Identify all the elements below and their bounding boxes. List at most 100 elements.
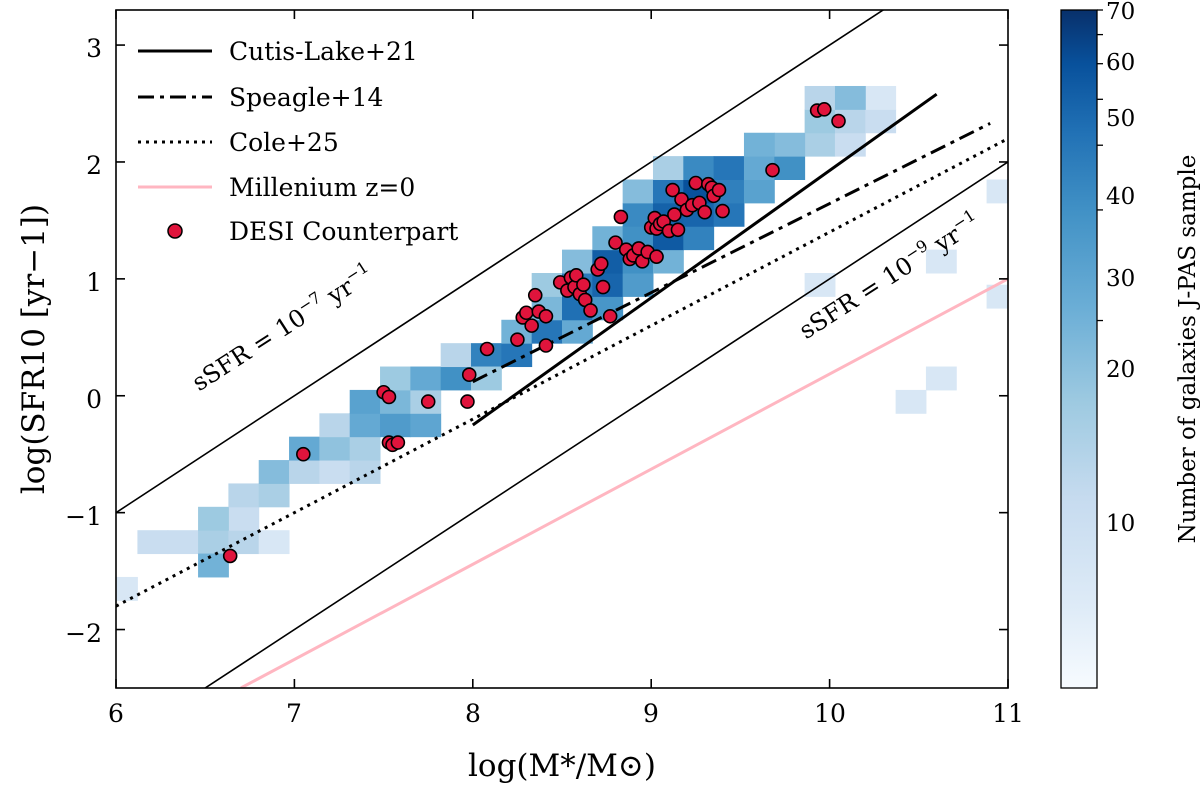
histogram-cell (683, 156, 715, 180)
histogram-cell (471, 366, 502, 391)
data-point (697, 204, 713, 220)
data-point (538, 338, 554, 353)
y-tick-label: 2 (86, 151, 102, 180)
histogram-cell (349, 460, 381, 484)
histogram-cell (349, 436, 381, 461)
data-point (510, 332, 525, 347)
x-tick-label: 7 (286, 699, 302, 728)
histogram-cell (683, 226, 715, 251)
histogram-cell (440, 343, 472, 368)
histogram-cell (622, 202, 654, 227)
histogram-cell (531, 319, 563, 344)
histogram-cell (258, 483, 290, 508)
x-tick-label: 6 (108, 699, 124, 728)
data-point (381, 389, 397, 405)
x-axis-label: log(M*/M⊙) (468, 748, 656, 784)
colorbar-tick-label: 20 (1106, 357, 1135, 383)
legend-label: Speagle+14 (229, 83, 383, 112)
data-point (665, 182, 680, 198)
data-point (608, 235, 623, 250)
data-point (765, 162, 780, 178)
histogram-cell (289, 460, 320, 484)
histogram-cell (774, 132, 806, 157)
histogram-cell (410, 413, 442, 438)
histogram-cell (319, 413, 351, 438)
x-tick-label: 9 (643, 699, 659, 728)
histogram-cell (743, 179, 775, 204)
histogram-cell (834, 132, 866, 157)
histogram-cell (743, 132, 775, 157)
histogram-cell (562, 319, 593, 344)
series-line-speagle-14 (472, 122, 991, 384)
annotation-ssfr-1e-7: sSFR = 10−7 yr−1 (186, 257, 379, 396)
data-point (296, 446, 311, 462)
data-point (519, 305, 534, 321)
legend-label: Cole+25 (229, 128, 339, 157)
series-line-cutis-lake-21 (471, 92, 938, 427)
colorbar-tick-label: 40 (1106, 184, 1135, 210)
histogram-cell (198, 506, 229, 531)
colorbar-tick-label: 60 (1106, 50, 1135, 76)
histogram-cell (116, 576, 138, 601)
histogram-cell (137, 530, 169, 555)
histogram-cell (622, 179, 654, 204)
colorbar-tick-label: 50 (1106, 106, 1135, 132)
histogram-cell (895, 389, 927, 414)
annotation-main: sSFR = 10 (794, 251, 918, 345)
data-point (688, 175, 704, 191)
data-point (816, 102, 832, 117)
series-line-millenium-z-0 (240, 277, 1008, 688)
relation-lines (116, 92, 1008, 688)
data-point (460, 394, 475, 409)
legend-label: DESI Counterpart (229, 217, 458, 246)
data-point (595, 279, 611, 295)
data-point (593, 256, 609, 271)
x-tick-label: 8 (465, 699, 481, 728)
colorbar-ticks (1097, 9, 1103, 322)
legend-label: Cutis-Lake+21 (229, 37, 418, 66)
histogram-cell (319, 436, 351, 461)
y-axis-label: log(SFR10 [yr−1]) (16, 204, 52, 494)
svg-text:sSFR = 10−7 yr−1: sSFR = 10−7 yr−1 (186, 257, 379, 396)
legend-label: Millenium z=0 (229, 173, 415, 202)
histogram-cell (986, 179, 1008, 204)
histogram-cell (167, 530, 199, 555)
data-point (649, 249, 664, 264)
data-point (602, 308, 618, 324)
data-point (524, 318, 539, 333)
data-point (711, 182, 727, 198)
histogram-cell (986, 284, 1008, 309)
histogram-cell (925, 249, 957, 274)
y-tick-label: 0 (86, 385, 102, 414)
data-point (527, 287, 543, 303)
histogram-cell (652, 156, 684, 180)
y-tick-label: 1 (86, 268, 102, 297)
histogram-cell (319, 460, 351, 484)
histogram-cell (228, 506, 260, 531)
colorbar-tick-labels: 10 20 30 40 50 60 70 (1106, 0, 1135, 537)
histogram-cell (349, 413, 381, 438)
data-point (538, 308, 554, 324)
reference-line-ssfr-1e-9 (203, 161, 1008, 688)
plot-area (116, 10, 1008, 688)
y-tick-label: 3 (86, 34, 102, 63)
data-point (420, 394, 436, 409)
data-point (613, 209, 629, 225)
histogram-cell (865, 85, 897, 110)
histogram-cell (834, 85, 866, 110)
histogram-cell (713, 156, 745, 180)
x-tick-label: 11 (992, 699, 1024, 728)
colorbar-tick-label: 10 (1106, 511, 1135, 537)
data-point (390, 435, 406, 450)
legend-marker (167, 223, 183, 239)
y-tick-label: −2 (65, 619, 102, 648)
annotation-main: sSFR = 10 (187, 303, 311, 397)
histogram-cell (258, 460, 290, 484)
histogram-cell (349, 389, 381, 414)
x-tick-labels: 6 7 8 9 10 11 (108, 699, 1024, 728)
data-point (715, 203, 730, 219)
histogram-cell (380, 366, 411, 391)
histogram-cell (865, 109, 897, 134)
histogram-cell (380, 413, 411, 438)
ssfr-reference-lines (116, 10, 1008, 688)
